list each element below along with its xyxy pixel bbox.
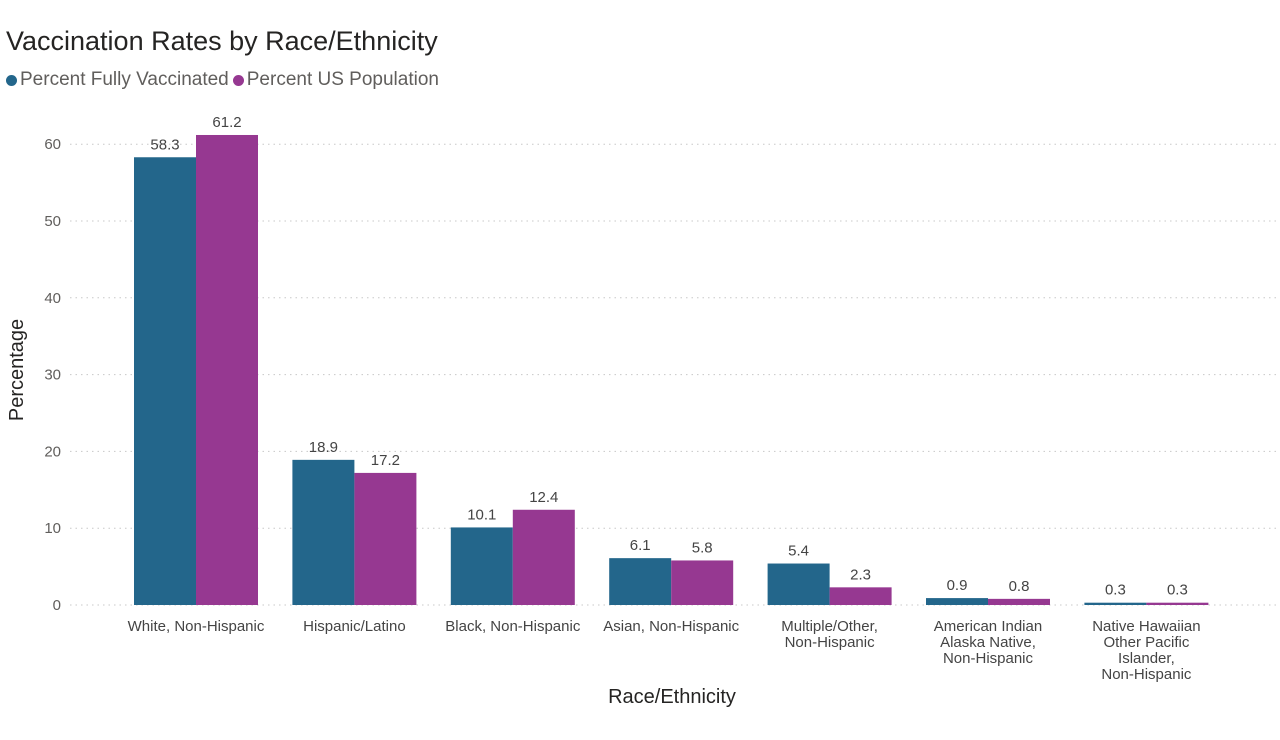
x-category-label: White, Non-Hispanic [128, 618, 265, 635]
data-label: 5.8 [692, 539, 713, 556]
bar [196, 134, 258, 605]
bar [292, 459, 355, 605]
legend: Percent Fully Vaccinated Percent US Popu… [6, 69, 443, 91]
y-tick-label: 0 [53, 597, 61, 614]
data-label: 12.4 [529, 489, 558, 506]
x-category-label: Multiple/Other, [781, 618, 878, 635]
x-axis-title: Race/Ethnicity [608, 686, 736, 708]
y-tick-label: 40 [44, 290, 61, 307]
data-label: 5.4 [788, 543, 809, 560]
x-category-label: American Indian [934, 618, 1042, 635]
data-label: 0.3 [1105, 582, 1126, 599]
chart-title: Vaccination Rates by Race/Ethnicity [6, 26, 438, 56]
bar [988, 598, 1050, 605]
bar [767, 563, 830, 605]
data-label: 2.3 [850, 566, 871, 583]
data-label: 6.1 [630, 537, 651, 554]
legend-item-fully-vaccinated[interactable]: Percent Fully Vaccinated [6, 69, 229, 91]
x-category-label: Other Pacific [1103, 634, 1189, 651]
data-label: 0.9 [947, 577, 968, 594]
bar [609, 558, 672, 605]
data-label: 18.9 [309, 439, 338, 456]
bar [671, 560, 734, 605]
y-tick-label: 30 [44, 367, 61, 384]
bar [926, 598, 988, 605]
x-category-label: Islander, [1118, 650, 1175, 667]
x-category-label: Alaska Native, [940, 634, 1036, 651]
legend-item-us-population[interactable]: Percent US Population [232, 69, 439, 91]
data-label: 0.8 [1009, 578, 1030, 595]
bar [1146, 602, 1209, 605]
bar [829, 587, 892, 605]
y-axis-title: Percentage [6, 319, 28, 421]
data-label: 10.1 [467, 506, 496, 523]
x-category-label: Hispanic/Latino [303, 618, 406, 635]
data-label: 58.3 [150, 136, 179, 153]
y-tick-label: 60 [44, 136, 61, 153]
bar [354, 472, 417, 605]
y-tick-label: 10 [44, 520, 61, 537]
x-category-label: Non-Hispanic [1101, 666, 1192, 683]
x-category-label: Native Hawaiian [1092, 618, 1200, 635]
y-tick-label: 50 [44, 213, 61, 230]
bar [450, 527, 513, 605]
data-label: 17.2 [371, 452, 400, 469]
bar [1084, 602, 1147, 605]
data-label: 61.2 [212, 114, 241, 131]
legend-label: Percent Fully Vaccinated [20, 69, 229, 90]
x-category-label: Asian, Non-Hispanic [603, 618, 739, 635]
x-category-label: Non-Hispanic [943, 650, 1034, 667]
legend-dot-icon [232, 74, 244, 86]
y-tick-label: 20 [44, 443, 61, 460]
legend-dot-icon [6, 74, 17, 86]
x-category-label: Non-Hispanic [785, 634, 876, 651]
x-category-label: Black, Non-Hispanic [445, 618, 581, 635]
bar [512, 509, 575, 605]
bar [134, 157, 196, 606]
data-label: 0.3 [1167, 582, 1188, 599]
legend-label: Percent US Population [246, 69, 439, 90]
